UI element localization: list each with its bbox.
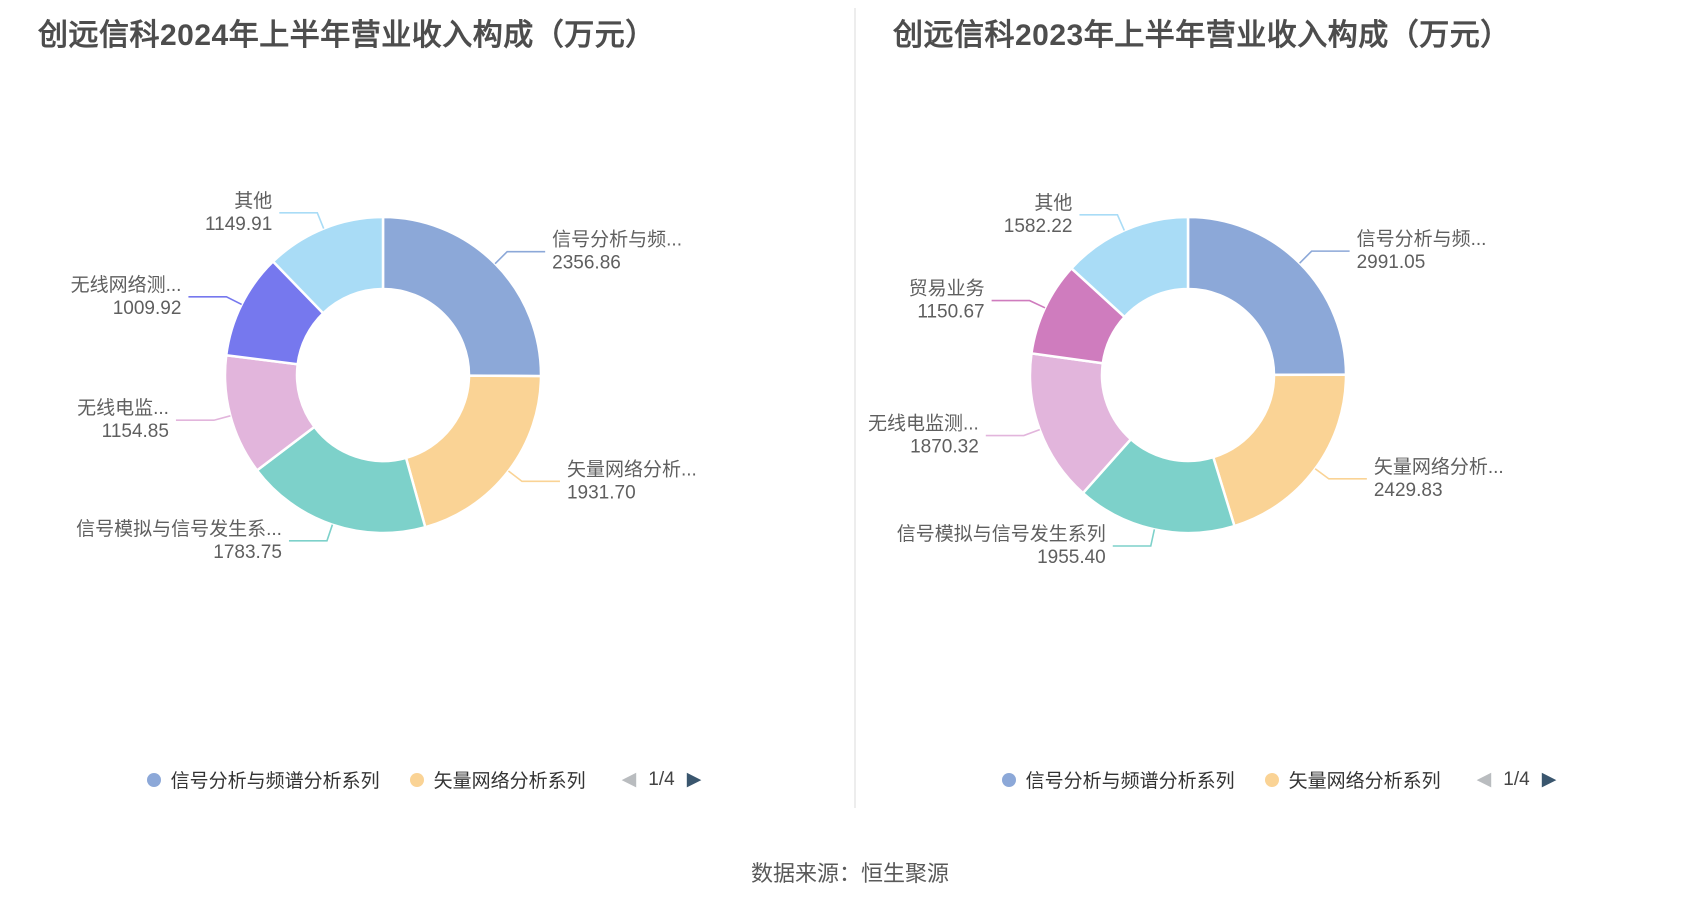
slice-label-0: 信号分析与频... 2356.86 <box>552 229 682 274</box>
legend-label: 矢量网络分析系列 <box>433 771 586 792</box>
slice-label-4: 无线网络测... 1009.92 <box>71 274 182 319</box>
slice-label-1: 矢量网络分析... 1931.70 <box>567 458 697 503</box>
label-leader-line-2 <box>1112 529 1156 547</box>
slice-label-3: 无线电监... 1154.85 <box>77 397 169 442</box>
legend-row-2023: 信号分析与频谱分析系列 矢量网络分析系列 ◀ 1/4 ▶ <box>855 766 1700 793</box>
legend-row-2024: 信号分析与频谱分析系列 矢量网络分析系列 ◀ 1/4 ▶ <box>0 766 848 793</box>
chart-panel-2024: 创远信科2024年上半年营业收入构成（万元） 信号分析与频... 2356.86 矢… <box>0 0 848 820</box>
legend-dot-icon <box>1264 772 1279 787</box>
legend-dot-icon <box>409 772 424 787</box>
chart-panel-2023: 创远信科2023年上半年营业收入构成（万元） 信号分析与频... 2991.05 矢… <box>855 0 1700 820</box>
chart-title-2023: 创远信科2023年上半年营业收入构成（万元） <box>893 19 1511 52</box>
chart-title-2024: 创远信科2024年上半年营业收入构成（万元） <box>38 19 656 52</box>
pie-slice-0[interactable] <box>1186 215 1348 377</box>
label-leader-line-0 <box>494 250 546 265</box>
slice-label-2: 信号模拟与信号发生系... 1783.75 <box>76 518 282 563</box>
label-leader-line-4 <box>991 299 1046 309</box>
label-leader-line-3 <box>985 428 1041 437</box>
label-leader-line-1 <box>1314 468 1367 480</box>
legend-item-signal-analysis[interactable]: 信号分析与频谱分析系列 <box>146 766 380 793</box>
legend-item-vector-network[interactable]: 矢量网络分析系列 <box>409 766 586 793</box>
legend-next-icon[interactable]: ▶ <box>686 769 702 790</box>
slice-label-1: 矢量网络分析... 2429.83 <box>1374 456 1504 501</box>
label-leader-line-5 <box>279 212 325 229</box>
legend-dot-icon <box>146 772 161 787</box>
pie-slice-1[interactable] <box>404 374 543 529</box>
slice-label-0: 信号分析与频... 2991.05 <box>1357 228 1487 273</box>
label-leader-line-3 <box>175 415 231 422</box>
legend-prev-icon[interactable]: ◀ <box>1476 769 1492 790</box>
legend-pager: ◀ 1/4 ▶ <box>622 769 702 791</box>
pie-slice-0[interactable] <box>381 215 543 378</box>
legend-item-signal-analysis[interactable]: 信号分析与频谱分析系列 <box>1001 766 1235 793</box>
donut-chart-2023: 信号分析与频... 2991.05 矢量网络分析... 2429.83 信号模拟与信号发… <box>868 192 1504 568</box>
label-leader-line-4 <box>188 296 242 306</box>
label-leader-line-5 <box>1079 214 1126 231</box>
data-source-label: 数据来源：恒生聚源 <box>750 861 949 886</box>
label-leader-line-2 <box>288 524 334 542</box>
pie-slice-5[interactable] <box>1070 215 1190 319</box>
slice-label-5: 其他 1582.22 <box>1004 192 1073 237</box>
panel-divider <box>854 8 856 808</box>
legend-pager: ◀ 1/4 ▶ <box>1477 769 1557 791</box>
legend-page-indicator: 1/4 <box>1503 768 1530 790</box>
legend-label: 矢量网络分析系列 <box>1288 771 1441 792</box>
slice-label-3: 无线电监测... 1870.32 <box>868 413 979 458</box>
pie-slice-2[interactable] <box>255 425 427 535</box>
legend-label: 信号分析与频谱分析系列 <box>1025 771 1235 792</box>
pie-slice-1[interactable] <box>1212 373 1348 528</box>
label-leader-line-0 <box>1299 250 1350 264</box>
legend-dot-icon <box>1001 772 1016 787</box>
legend-label: 信号分析与频谱分析系列 <box>170 771 380 792</box>
legend-page-indicator: 1/4 <box>648 768 675 790</box>
slice-label-5: 其他 1149.91 <box>205 190 272 235</box>
legend-prev-icon[interactable]: ◀ <box>621 769 637 790</box>
donut-chart-2024: 信号分析与频... 2356.86 矢量网络分析... 1931.70 信号模拟与信号发… <box>71 190 697 563</box>
label-leader-line-1 <box>507 470 560 483</box>
legend-next-icon[interactable]: ▶ <box>1541 769 1557 790</box>
slice-label-2: 信号模拟与信号发生系列 1955.40 <box>897 523 1106 568</box>
legend-item-vector-network[interactable]: 矢量网络分析系列 <box>1264 766 1441 793</box>
pie-slice-5[interactable] <box>271 215 385 315</box>
slice-label-4: 贸易业务 1150.67 <box>909 278 985 323</box>
